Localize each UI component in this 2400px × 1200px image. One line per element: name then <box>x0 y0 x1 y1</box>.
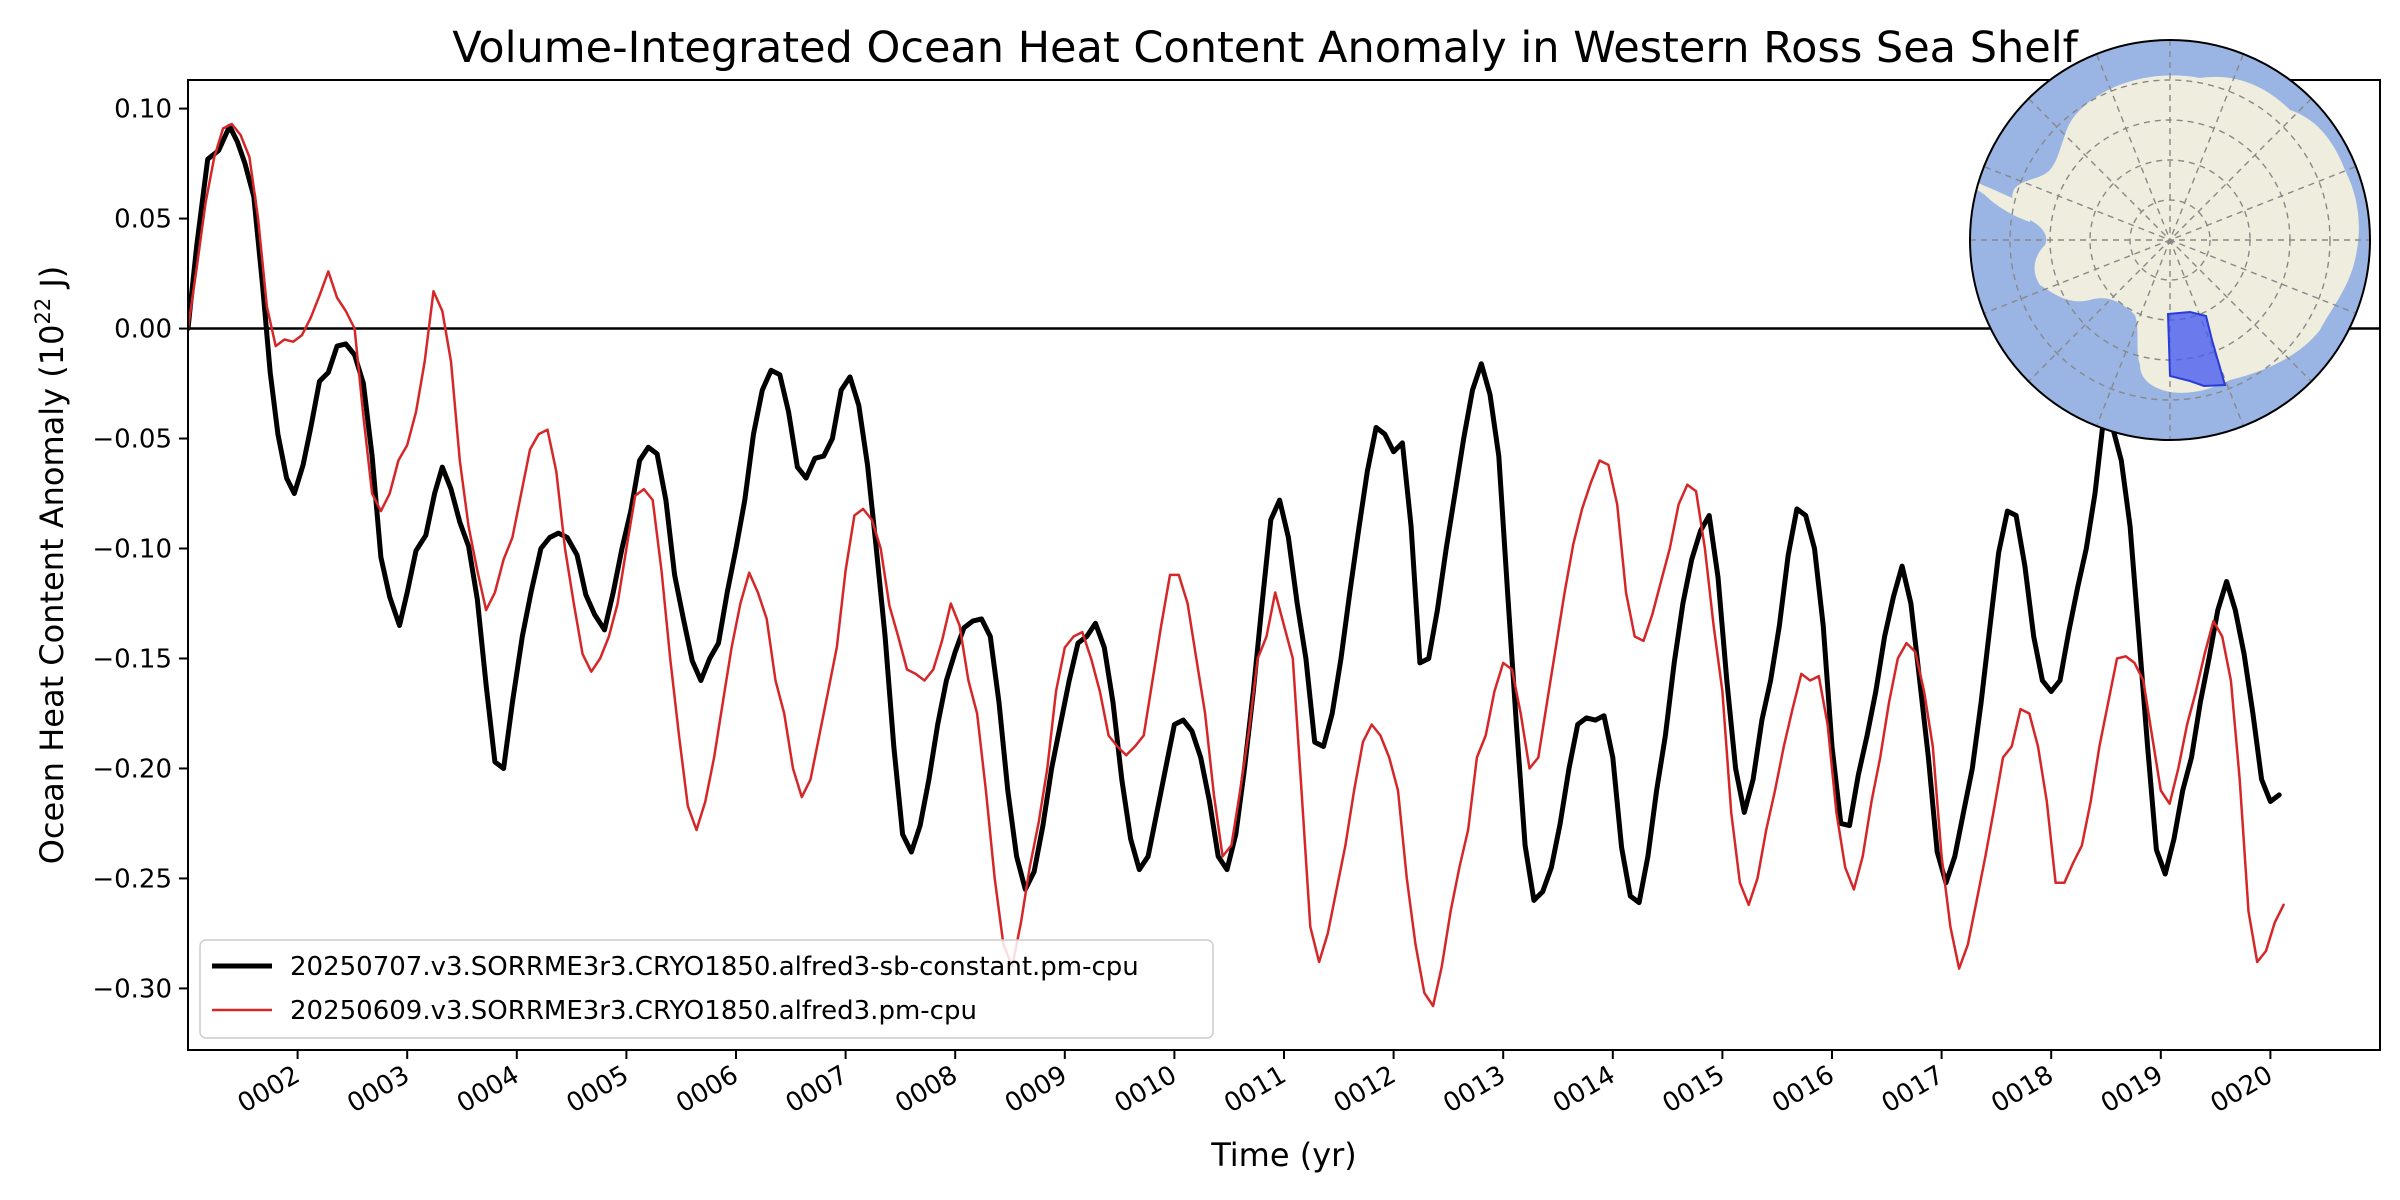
inset-antarctic-continent <box>2012 75 2359 393</box>
chart-title: Volume-Integrated Ocean Heat Content Ano… <box>452 23 2078 73</box>
series-line-1 <box>188 123 2282 906</box>
legend-label-red: 20250609.v3.SORRME3r3.CRYO1850.alfred3.p… <box>290 996 977 1026</box>
y-tick-label: 0.10 <box>114 95 172 125</box>
antarctica-inset-map <box>1969 39 2371 441</box>
inset-antarctic-peninsula <box>1970 172 2030 222</box>
y-tick-label: −0.10 <box>92 535 172 565</box>
y-tick-label: 0.05 <box>114 205 172 235</box>
y-axis: 0.10 0.05 0.00 −0.05 −0.10 −0.15 −0.20 −0.25 −0.… <box>92 95 188 1004</box>
legend-label-black: 20250707.v3.SORRME3r3.CRYO1850.alfred3-s… <box>290 952 1139 982</box>
inset-map-border <box>1969 39 2371 441</box>
inset-graticule <box>1970 40 2370 440</box>
y-tick-label: 0.00 <box>114 315 172 345</box>
legend-box <box>199 939 1214 1039</box>
y-axis-title-unit: J) <box>33 266 71 298</box>
inset-western-ross-sea-region <box>2166 310 2227 388</box>
y-tick-label: −0.15 <box>92 644 172 674</box>
y-axis-title-main: Ocean Heat Content Anomaly (10 <box>33 325 71 865</box>
legend: 20250707.v3.SORRME3r3.CRYO1850.alfred3-s… <box>199 939 1214 1039</box>
series-line-2 <box>188 122 2285 1008</box>
y-axis-title-exponent: 22 <box>31 298 55 325</box>
y-tick-label: −0.20 <box>92 754 172 784</box>
y-axis-title: Ocean Heat Content Anomaly (1022 J) <box>31 266 71 865</box>
y-tick-label: −0.05 <box>92 425 172 455</box>
y-tick-label: −0.25 <box>92 864 172 894</box>
x-axis-title: Time (yr) <box>1210 1136 1357 1174</box>
y-tick-label: −0.30 <box>92 974 172 1004</box>
